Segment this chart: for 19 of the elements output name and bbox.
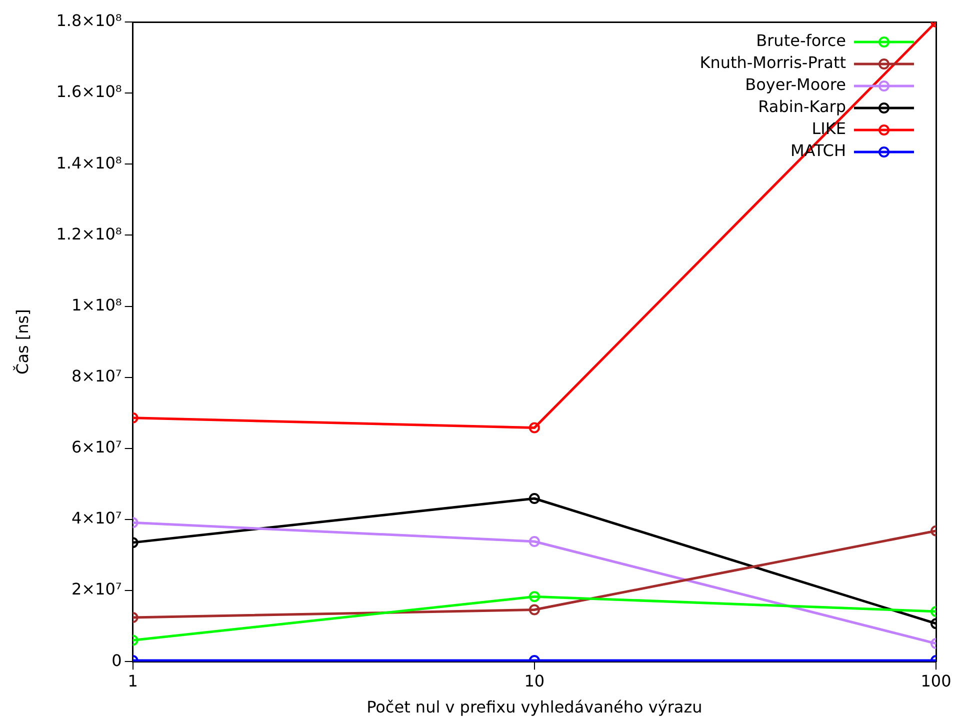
y-tick-label: 1.2×10⁸	[56, 224, 122, 244]
legend-label: Rabin-Karp	[758, 97, 846, 116]
y-tick-label: 2×10⁷	[71, 580, 122, 599]
legend-label: Boyer-Moore	[745, 75, 846, 94]
x-tick-label: 100	[920, 671, 952, 690]
legend-label: Brute-force	[756, 31, 846, 50]
y-tick-label: 0	[112, 650, 122, 670]
legend-label: Knuth-Morris-Pratt	[700, 53, 846, 72]
y-tick-label: 1.6×10⁸	[56, 82, 122, 102]
y-tick-label: 8×10⁷	[71, 366, 122, 386]
y-tick-label: 1×10⁸	[71, 295, 122, 314]
y-tick-label: 1.4×10⁸	[56, 153, 122, 172]
y-axis-title: Čas [ns]	[12, 309, 32, 374]
y-tick-label: 1.8×10⁸	[56, 11, 122, 30]
x-tick-label: 10	[524, 671, 545, 690]
y-tick-label: 6×10⁷	[71, 438, 122, 457]
x-tick-label: 1	[128, 671, 138, 690]
x-axis-title: Počet nul v prefixu vyhledávaného výrazu	[366, 698, 702, 717]
y-tick-label: 4×10⁷	[71, 508, 122, 528]
